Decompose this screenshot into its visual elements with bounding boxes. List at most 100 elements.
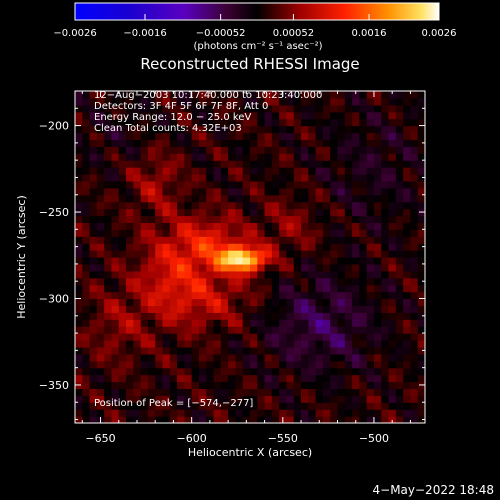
- heatmap-cell: [75, 340, 83, 348]
- heatmap-cell: [96, 243, 105, 251]
- heatmap-cell: [301, 353, 309, 362]
- heatmap-cell: [242, 187, 251, 196]
- heatmap-cell: [301, 367, 309, 376]
- heatmap-cell: [111, 160, 120, 168]
- heatmap-cell: [403, 263, 412, 272]
- heatmap-cell: [155, 353, 164, 362]
- heatmap-cell: [184, 395, 193, 403]
- heatmap-cell: [366, 243, 375, 251]
- heatmap-cell: [184, 416, 193, 423]
- heatmap-cell: [242, 250, 251, 258]
- heatmap-cell: [184, 139, 193, 147]
- heatmap-cell: [410, 409, 419, 417]
- heatmap-cell: [169, 222, 178, 230]
- heatmap-cell: [395, 153, 404, 161]
- heatmap-cell: [403, 333, 412, 341]
- heatmap-cell: [191, 270, 200, 279]
- heatmap-cell: [359, 367, 368, 376]
- heatmap-cell: [344, 346, 353, 355]
- heatmap-cell: [155, 388, 164, 396]
- heatmap-cell: [140, 146, 149, 154]
- heatmap-cell: [213, 402, 222, 410]
- heatmap-cell: [388, 153, 397, 161]
- heatmap-cell: [235, 132, 244, 141]
- heatmap-cell: [395, 340, 404, 348]
- heatmap-cell: [220, 146, 229, 154]
- heatmap-cell: [337, 395, 346, 403]
- heatmap-cell: [344, 222, 353, 230]
- heatmap-cell: [184, 340, 193, 348]
- heatmap-cell: [228, 146, 237, 154]
- heatmap-cell: [96, 319, 105, 327]
- heatmap-cell: [250, 208, 258, 217]
- heatmap-cell: [301, 277, 309, 286]
- heatmap-cell: [315, 312, 324, 320]
- heatmap-cell: [147, 298, 156, 307]
- heatmap-cell: [242, 416, 251, 423]
- heatmap-cell: [388, 125, 397, 134]
- heatmap-cell: [206, 353, 215, 362]
- heatmap-cell: [184, 194, 193, 203]
- x-tick-label: −500: [359, 432, 389, 445]
- heatmap-cell: [359, 194, 368, 203]
- heatmap-cell: [330, 367, 339, 376]
- heatmap-cell: [293, 111, 302, 120]
- heatmap-cell: [82, 132, 91, 141]
- heatmap-cell: [315, 125, 324, 134]
- heatmap-cell: [330, 236, 339, 244]
- heatmap-cell: [104, 346, 113, 355]
- heatmap-cell: [147, 243, 156, 251]
- heatmap-cell: [395, 319, 404, 327]
- heatmap-cell: [403, 139, 412, 147]
- heatmap-cell: [257, 243, 266, 251]
- heatmap-cell: [206, 180, 215, 189]
- heatmap-cell: [388, 91, 397, 99]
- heatmap-cell: [301, 374, 309, 383]
- heatmap-cell: [344, 402, 353, 410]
- heatmap-cell: [410, 243, 419, 251]
- heatmap-cell: [111, 333, 120, 341]
- heatmap-cell: [169, 277, 178, 286]
- heatmap-cell: [315, 409, 324, 417]
- heatmap-cell: [315, 160, 324, 168]
- heatmap-cell: [352, 277, 360, 286]
- heatmap-cell: [96, 388, 105, 396]
- heatmap-cell: [177, 381, 185, 390]
- heatmap-cell: [82, 236, 91, 244]
- heatmap-cell: [220, 250, 229, 258]
- heatmap-cell: [235, 284, 244, 293]
- heatmap-cell: [184, 270, 193, 279]
- heatmap-cell: [140, 381, 149, 390]
- heatmap-cell: [89, 305, 98, 313]
- heatmap-cell: [308, 91, 317, 99]
- heatmap-cell: [366, 340, 375, 348]
- heatmap-cell: [322, 277, 331, 286]
- heatmap-cell: [352, 298, 360, 307]
- heatmap-cell: [301, 333, 309, 341]
- heatmap-cell: [140, 153, 149, 161]
- heatmap-cell: [162, 118, 171, 127]
- heatmap-cell: [206, 104, 215, 113]
- heatmap-cell: [359, 374, 368, 383]
- heatmap-cell: [344, 160, 353, 168]
- heatmap-cell: [184, 215, 193, 224]
- heatmap-cell: [286, 257, 295, 265]
- heatmap-cell: [75, 326, 83, 334]
- heatmap-cell: [286, 104, 295, 113]
- heatmap-cell: [169, 360, 178, 369]
- heatmap-cell: [213, 388, 222, 396]
- heatmap-cell: [293, 160, 302, 168]
- annotation-line: Energy Range: 12.0 − 25.0 keV: [94, 112, 251, 123]
- heatmap-cell: [191, 284, 200, 293]
- heatmap-cell: [118, 215, 127, 224]
- heatmap-cell: [213, 194, 222, 203]
- heatmap-cell: [206, 416, 215, 423]
- heatmap-cell: [322, 208, 331, 217]
- heatmap-cell: [359, 263, 368, 272]
- heatmap-cell: [118, 388, 127, 396]
- heatmap-cell: [198, 146, 207, 154]
- heatmap-cell: [177, 270, 185, 279]
- heatmap-cell: [271, 367, 280, 376]
- heatmap-cell: [301, 236, 309, 244]
